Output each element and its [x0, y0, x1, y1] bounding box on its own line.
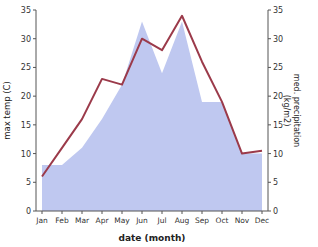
y2-tick	[268, 10, 271, 11]
y2-tick-label: 15	[273, 121, 283, 130]
x-tick-label: Dec	[255, 216, 270, 225]
x-tick	[222, 211, 223, 214]
x-tick	[242, 211, 243, 214]
y-tick-label: 15	[21, 121, 31, 130]
temp-line	[42, 16, 262, 177]
y-tick	[33, 38, 36, 39]
x-tick	[262, 211, 263, 214]
x-tick-label: Jun	[135, 216, 148, 225]
y-tick-label: 0	[26, 207, 31, 216]
x-tick	[182, 211, 183, 214]
x-tick	[62, 211, 63, 214]
x-tick-label: Mar	[75, 216, 90, 225]
y2-tick	[268, 153, 271, 154]
y-tick	[33, 67, 36, 68]
marks	[42, 16, 262, 211]
y2-tick-label: 5	[273, 178, 278, 187]
x-tick	[122, 211, 123, 214]
y2-axis-label: med. precipitation(kg/m2)	[282, 74, 301, 147]
x-axis-line	[36, 211, 268, 212]
y2-tick	[268, 124, 271, 125]
y-tick-label: 5	[26, 178, 31, 187]
x-tick	[82, 211, 83, 214]
precip-area	[42, 21, 262, 211]
x-tick	[162, 211, 163, 214]
y2-tick	[268, 182, 271, 183]
y-tick-label: 10	[21, 150, 31, 159]
y2-axis-label-line: med. precipitation	[292, 74, 301, 147]
y2-tick-label: 25	[273, 63, 283, 72]
y-tick	[33, 124, 36, 125]
x-tick-label: Feb	[55, 216, 69, 225]
y-tick	[33, 182, 36, 183]
y-tick	[33, 10, 36, 11]
y2-tick-label: 30	[273, 35, 283, 44]
y-tick	[33, 96, 36, 97]
x-tick-label: Jan	[35, 216, 48, 225]
x-tick	[42, 211, 43, 214]
x-axis-label: date (month)	[119, 233, 186, 243]
x-tick-label: Jul	[156, 216, 166, 225]
y-tick-label: 20	[21, 92, 31, 101]
y-axis-label: max temp (C)	[2, 81, 12, 140]
y-axis-line	[36, 10, 37, 211]
x-tick-label: Aug	[175, 216, 190, 225]
chart: 0 5 10 15 20 25 30 35 0 5 10 15 20 25 30 35 Jan Feb Mar Apr…	[0, 0, 318, 247]
x-tick-label: Apr	[96, 216, 110, 225]
y2-tick-label: 20	[273, 92, 283, 101]
y2-tick	[268, 96, 271, 97]
y2-tick-label: 10	[273, 150, 283, 159]
x-tick-label: Oct	[216, 216, 229, 225]
y2-tick-label: 35	[273, 6, 283, 15]
y2-tick	[268, 38, 271, 39]
x-tick-label: Nov	[235, 216, 250, 225]
y2-tick-label: 0	[273, 207, 278, 216]
x-tick-label: Sep	[195, 216, 209, 225]
y2-axis-label-line: (kg/m2)	[282, 95, 291, 127]
x-tick	[142, 211, 143, 214]
y2-tick	[268, 67, 271, 68]
x-tick	[102, 211, 103, 214]
y-tick-label: 35	[21, 6, 31, 15]
x-tick	[202, 211, 203, 214]
y-tick	[33, 153, 36, 154]
x-tick-label: May	[114, 216, 130, 225]
y-tick	[33, 211, 36, 212]
y-tick-label: 30	[21, 35, 31, 44]
y2-axis-line	[268, 10, 269, 211]
y2-tick	[268, 211, 271, 212]
y-tick-label: 25	[21, 63, 31, 72]
